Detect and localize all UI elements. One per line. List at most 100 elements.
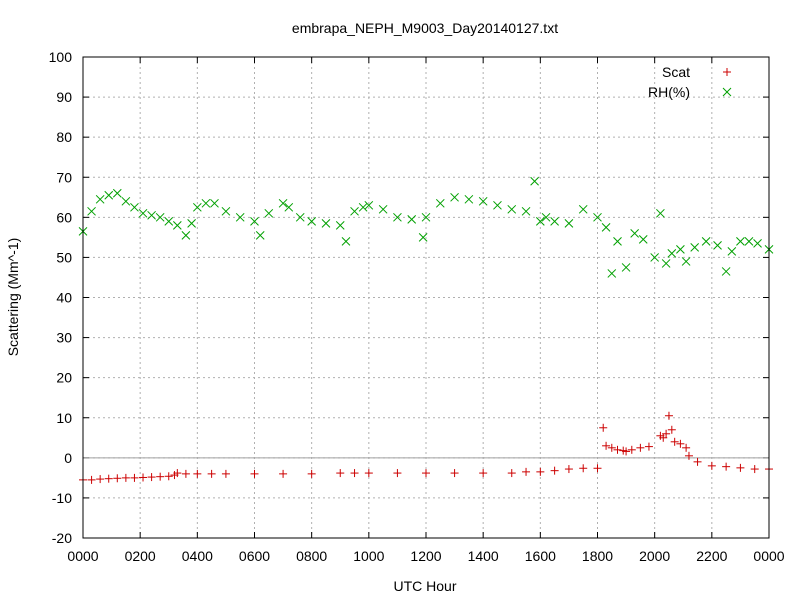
rh-point [701,237,711,246]
scat-point [579,464,588,473]
rh-point [341,237,351,246]
rh-point [172,220,182,230]
rh-point [104,190,114,200]
scat-point [664,411,673,420]
rh-point [147,210,156,220]
scat-point [221,469,230,478]
rh-point [284,202,294,212]
scat-point [693,457,702,466]
rh-point [435,198,445,208]
rh-point [690,243,700,252]
y-tick-label: 70 [56,169,72,185]
y-tick-label: -10 [52,490,72,506]
rh-point [393,212,402,222]
rh-point [593,212,602,222]
scat-point [536,467,545,476]
rh-point [307,216,317,226]
rh-point [607,269,617,278]
scat-point [659,433,668,442]
rh-point [201,198,211,208]
rh-point [335,220,345,230]
x-tick-label: 0400 [182,548,213,564]
scat-point [622,447,631,456]
rh-point [278,198,288,208]
scat-point [593,464,602,473]
rh-point [550,216,559,226]
legend: Scat RH(%) [648,64,732,100]
y-axis-ticks: -20 -10 0 10 20 30 40 50 60 70 80 90 100 [49,49,769,546]
rh-point [358,202,368,212]
x-tick-label: 0000 [753,548,784,564]
rh-point [87,206,96,216]
scat-point [682,443,691,452]
scat-point [181,469,190,478]
y-tick-label: 0 [64,450,72,466]
y-tick-label: 60 [56,209,72,225]
scat-point [507,469,516,478]
rh-point [112,188,122,198]
rh-point [630,229,640,238]
scat-point [662,429,671,438]
y-tick-label: 50 [56,249,72,265]
rh-point [350,206,359,216]
rh-point [713,241,722,250]
rh-point [407,214,417,224]
plot-frame [82,56,770,539]
x-tick-label: 1400 [468,548,499,564]
rh-point [421,212,431,222]
data-marks [78,176,774,484]
rh-point [727,247,737,256]
rh-point [187,218,196,228]
rh-point [418,233,428,242]
x-tick-label: 0800 [296,548,327,564]
rh-point [295,212,305,222]
scat-point [627,445,636,454]
rh-point [753,239,762,248]
scat-point [147,473,156,482]
x-tick-label: 1200 [410,548,441,564]
rh-point [138,208,148,218]
y-tick-label: 30 [56,330,72,346]
rh-point [378,204,388,214]
scat-point [736,463,745,472]
scat-point [722,462,731,471]
x-tick-label: 2200 [696,548,727,564]
scat-point [279,469,288,478]
rh-point [681,257,691,266]
y-tick-label: 90 [56,89,72,105]
rh-point [530,176,539,186]
y-axis-label: Scattering (Mm^-1) [5,238,21,357]
scat-point [364,469,373,478]
scat-point [121,473,130,482]
x-tick-label: 0000 [67,548,98,564]
scat-point [96,475,105,484]
x-tick-label: 0200 [125,548,156,564]
scat-point [250,469,259,478]
rh-point [676,245,685,254]
rh-point [155,212,165,222]
rh-point [164,216,174,226]
y-tick-label: 100 [49,49,73,65]
scat-point [87,475,96,484]
scat-point [336,469,345,478]
scat-point [607,443,616,452]
scat-point [599,423,608,432]
rh-point [744,237,754,246]
chart-title: embrapa_NEPH_M9003_Day20140127.txt [292,20,558,36]
rh-point [638,235,648,244]
rh-point [661,259,671,268]
rh-point [478,196,488,206]
y-tick-label: 10 [56,410,72,426]
rh-point [613,237,622,246]
legend-marker-scat [723,68,731,76]
rh-point [656,208,665,218]
legend-label-rh: RH(%) [648,84,690,100]
rh-point [235,212,245,222]
scat-point [156,472,165,481]
rh-point [667,249,677,258]
rh-point [130,202,139,212]
scat-point [450,469,459,478]
scat-point [522,467,531,476]
rh-point [493,200,502,210]
